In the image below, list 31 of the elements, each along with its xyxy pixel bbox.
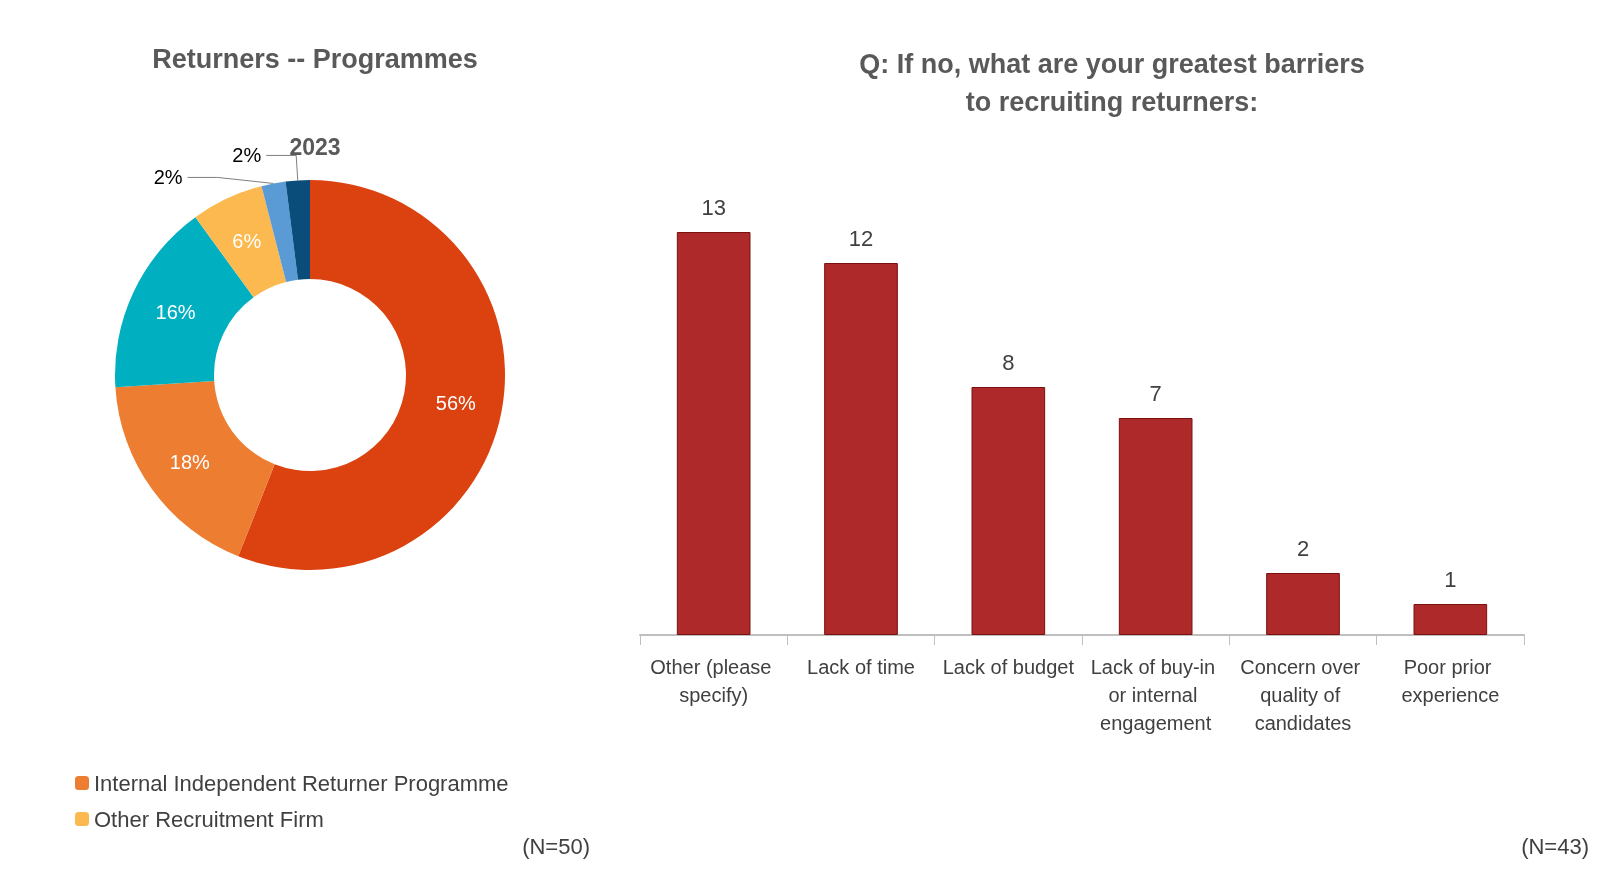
- text: (N=43): [1521, 833, 1589, 859]
- x-tick-label: Lack of time: [807, 656, 915, 678]
- x-tick-label: Concern over quality of candidates: [1240, 656, 1366, 734]
- data-label: 16%: [155, 300, 196, 323]
- bar: [1413, 604, 1488, 635]
- bar: [1118, 418, 1193, 635]
- bar: [824, 263, 898, 635]
- text: (N=50): [522, 833, 590, 859]
- bar: [971, 387, 1046, 635]
- data-label: 8: [1002, 349, 1015, 375]
- legend-label: Internal Independent Returner Programme: [94, 770, 509, 796]
- chart-title: Returners -- Programmes: [152, 43, 478, 74]
- data-label: 2: [1296, 535, 1310, 561]
- data-label: 56%: [435, 391, 477, 414]
- data-label: 2%: [153, 166, 183, 189]
- chart-title: Q: If no, what are your greatest barriers to recruiting returners:: [859, 49, 1365, 117]
- data-label: 2%: [232, 144, 262, 167]
- x-tick-label: Other (please specify): [650, 656, 778, 706]
- x-tick-label: Poor prior experience: [1401, 656, 1500, 706]
- bar: [676, 232, 751, 635]
- data-label: 13: [701, 194, 726, 220]
- chart-subtitle: 2023: [289, 133, 341, 160]
- data-label: 1: [1444, 566, 1457, 592]
- data-label: 18%: [169, 451, 211, 474]
- bar: [1266, 573, 1340, 635]
- data-label: 7: [1149, 380, 1162, 406]
- data-label: 6%: [232, 229, 262, 252]
- x-tick-label: Lack of budget: [942, 656, 1075, 678]
- data-label: 12: [848, 225, 874, 251]
- legend-label: Other Recruitment Firm: [94, 806, 324, 832]
- x-tick-label: Lack of buy-in or internal engagement: [1090, 656, 1221, 734]
